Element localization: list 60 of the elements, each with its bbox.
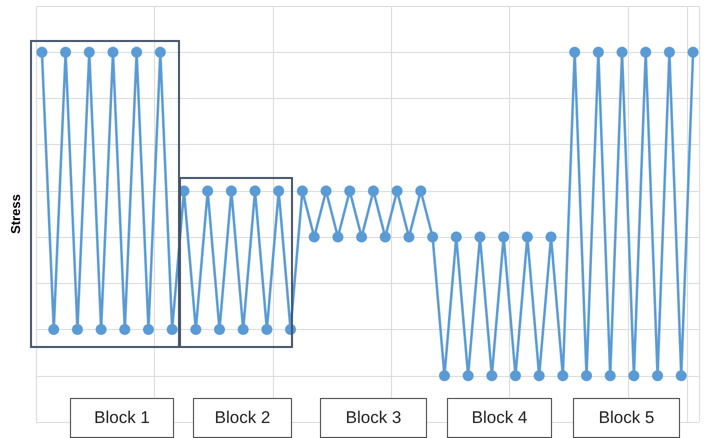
point (534, 370, 545, 382)
y-axis-title: Stress (8, 194, 23, 234)
point (238, 324, 249, 336)
point (664, 46, 675, 58)
point (261, 324, 272, 336)
point (273, 186, 284, 197)
text: Block 2 (193, 398, 292, 438)
text: Block 1 (70, 398, 174, 438)
point (688, 46, 699, 58)
point (640, 46, 652, 58)
text: Block 5 (573, 398, 680, 438)
point (226, 186, 237, 197)
point (474, 231, 486, 242)
point (415, 186, 426, 197)
text: Block 4 (447, 398, 552, 438)
point (107, 46, 118, 58)
point (392, 186, 403, 197)
point (356, 231, 368, 242)
point (652, 370, 664, 382)
point (250, 186, 261, 197)
text: Block 3 (320, 398, 427, 438)
point (522, 231, 533, 242)
point (450, 231, 462, 242)
point (510, 370, 521, 382)
point (36, 46, 48, 58)
point (462, 370, 474, 382)
point (592, 46, 604, 58)
point (131, 46, 142, 58)
point (486, 370, 498, 382)
point (190, 324, 202, 336)
point (380, 231, 391, 242)
point (48, 324, 60, 336)
point (344, 186, 356, 197)
point (676, 370, 687, 382)
point (119, 324, 130, 336)
point (308, 231, 320, 242)
point (96, 324, 107, 336)
point (498, 231, 510, 242)
point (438, 370, 450, 382)
point (214, 324, 226, 336)
point (604, 370, 616, 382)
point (296, 186, 308, 197)
point (166, 324, 178, 336)
point (616, 46, 628, 58)
point (628, 370, 640, 382)
point (403, 231, 414, 242)
point (154, 46, 166, 58)
point (320, 186, 332, 197)
point (332, 231, 344, 242)
point (546, 231, 557, 242)
point (569, 46, 580, 58)
point (72, 324, 83, 336)
point (60, 46, 72, 58)
point (142, 324, 154, 336)
point (581, 370, 592, 382)
point (557, 370, 568, 382)
point (202, 186, 214, 197)
point (427, 231, 438, 242)
point (84, 46, 95, 58)
point (368, 186, 379, 197)
